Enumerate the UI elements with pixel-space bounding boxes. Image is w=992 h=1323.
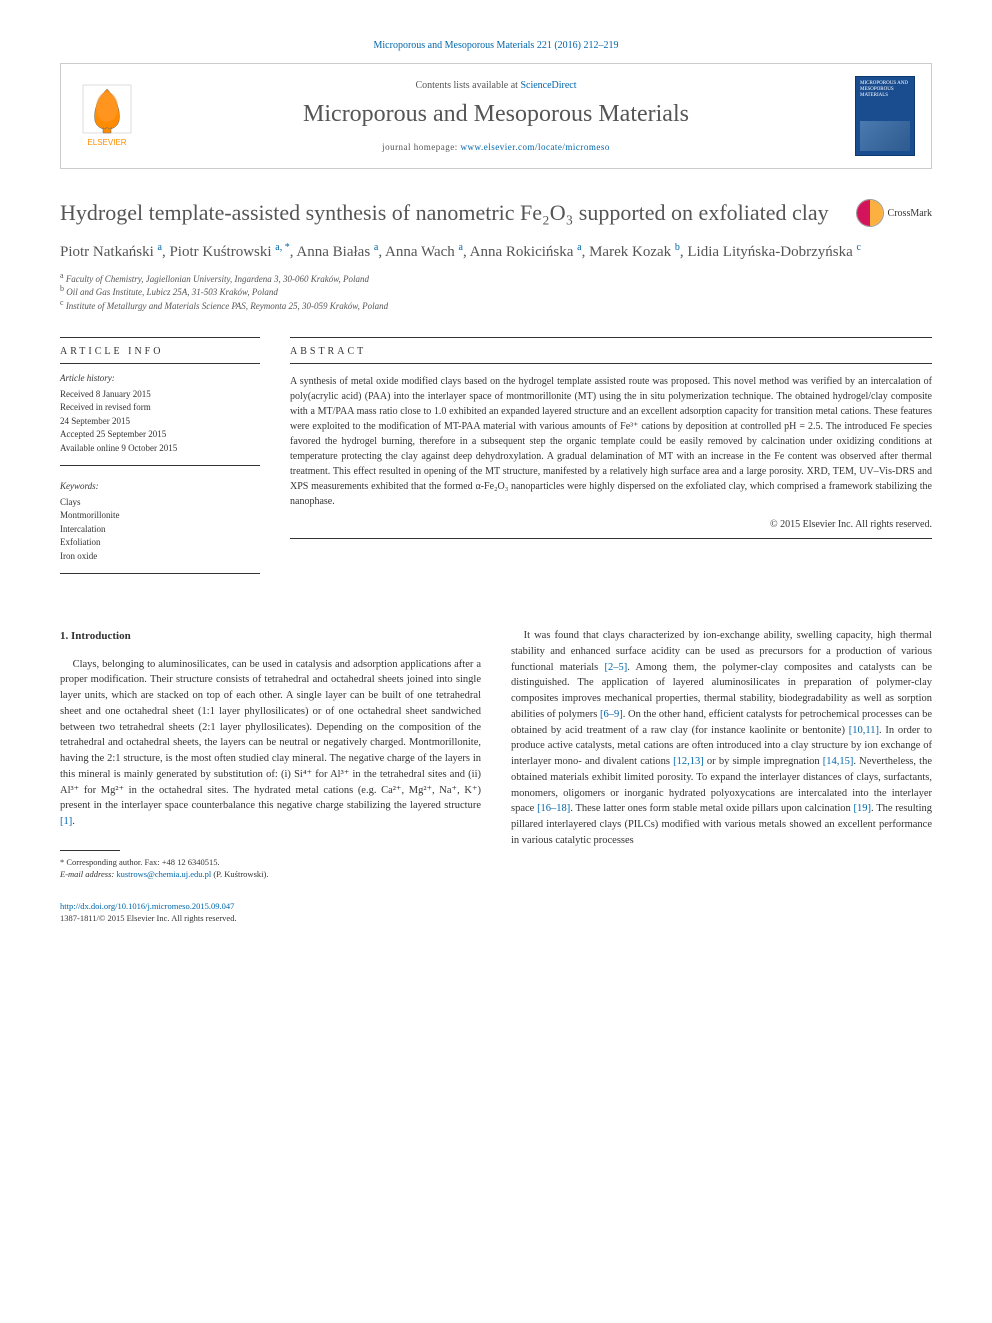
section-heading: 1. Introduction [60,628,481,645]
cover-title: MICROPOROUS AND MESOPOROUS MATERIALS [856,77,914,103]
authors: Piotr Natkański a, Piotr Kuśtrowski a, *… [60,242,932,263]
abstract-column: ABSTRACT A synthesis of metal oxide modi… [290,337,932,588]
abstract-heading: ABSTRACT [290,338,932,364]
ref-link[interactable]: [12,13] [673,756,704,767]
footnote-separator [60,850,120,851]
ref-link[interactable]: [14,15] [823,756,854,767]
history-lines: Received 8 January 2015Received in revis… [60,388,260,456]
rule [290,538,932,539]
contents-prefix: Contents lists available at [415,80,520,91]
email-link[interactable]: kustrows@chemia.uj.edu.pl [116,869,211,879]
email-line: E-mail address: kustrows@chemia.uj.edu.p… [60,869,481,881]
affiliations: a Faculty of Chemistry, Jagiellonian Uni… [60,273,932,314]
journal-header: ELSEVIER Contents lists available at Sci… [60,63,932,169]
ref-link[interactable]: [10,11] [849,725,879,736]
body-column-right: It was found that clays characterized by… [511,628,932,881]
ref-link[interactable]: [16–18] [537,803,570,814]
body-column-left: 1. Introduction Clays, belonging to alum… [60,628,481,881]
publisher-logo: ELSEVIER [77,79,137,153]
article-title: Hydrogel template-assisted synthesis of … [60,199,856,228]
body-columns: 1. Introduction Clays, belonging to alum… [60,628,932,881]
corresponding-footnote: * Corresponding author. Fax: +48 12 6340… [60,857,481,881]
article-history-block: Article history: Received 8 January 2015… [60,372,260,466]
article-info-heading: ARTICLE INFO [60,338,260,364]
keywords-block: Keywords: ClaysMontmorilloniteIntercalat… [60,480,260,574]
crossmark-badge[interactable]: CrossMark [856,199,932,227]
ref-link[interactable]: [19] [854,803,872,814]
crossmark-label: CrossMark [888,208,932,219]
ref-link[interactable]: [6–9] [600,709,623,720]
journal-cover: MICROPOROUS AND MESOPOROUS MATERIALS [855,76,915,156]
corresponding-author: * Corresponding author. Fax: +48 12 6340… [60,857,481,869]
keywords-lines: ClaysMontmorilloniteIntercalationExfolia… [60,496,260,564]
contents-line: Contents lists available at ScienceDirec… [157,80,835,91]
ref-link[interactable]: [2–5] [604,662,627,673]
page-footer: http://dx.doi.org/10.1016/j.micromeso.20… [60,901,932,925]
intro-paragraph-2: It was found that clays characterized by… [511,628,932,849]
svg-text:ELSEVIER: ELSEVIER [87,138,126,147]
cover-image [860,121,910,151]
title-row: Hydrogel template-assisted synthesis of … [60,199,932,228]
ref-link[interactable]: [1] [60,816,72,827]
keywords-label: Keywords: [60,480,260,494]
abstract-text: A synthesis of metal oxide modified clay… [290,374,932,509]
homepage-prefix: journal homepage: [382,142,460,152]
info-abstract-row: ARTICLE INFO Article history: Received 8… [60,337,932,588]
homepage-link[interactable]: www.elsevier.com/locate/micromeso [461,142,610,152]
abstract-copyright: © 2015 Elsevier Inc. All rights reserved… [290,519,932,530]
journal-name: Microporous and Mesoporous Materials [157,101,835,128]
top-citation: Microporous and Mesoporous Materials 221… [60,40,932,51]
header-center: Contents lists available at ScienceDirec… [137,80,855,152]
doi-link[interactable]: http://dx.doi.org/10.1016/j.micromeso.20… [60,901,234,911]
crossmark-icon [856,199,884,227]
sciencedirect-link[interactable]: ScienceDirect [520,80,576,91]
issn-copyright: 1387-1811/© 2015 Elsevier Inc. All right… [60,913,237,923]
article-info-column: ARTICLE INFO Article history: Received 8… [60,337,260,588]
history-label: Article history: [60,372,260,386]
intro-paragraph-1: Clays, belonging to aluminosilicates, ca… [60,657,481,830]
homepage-line: journal homepage: www.elsevier.com/locat… [157,142,835,152]
